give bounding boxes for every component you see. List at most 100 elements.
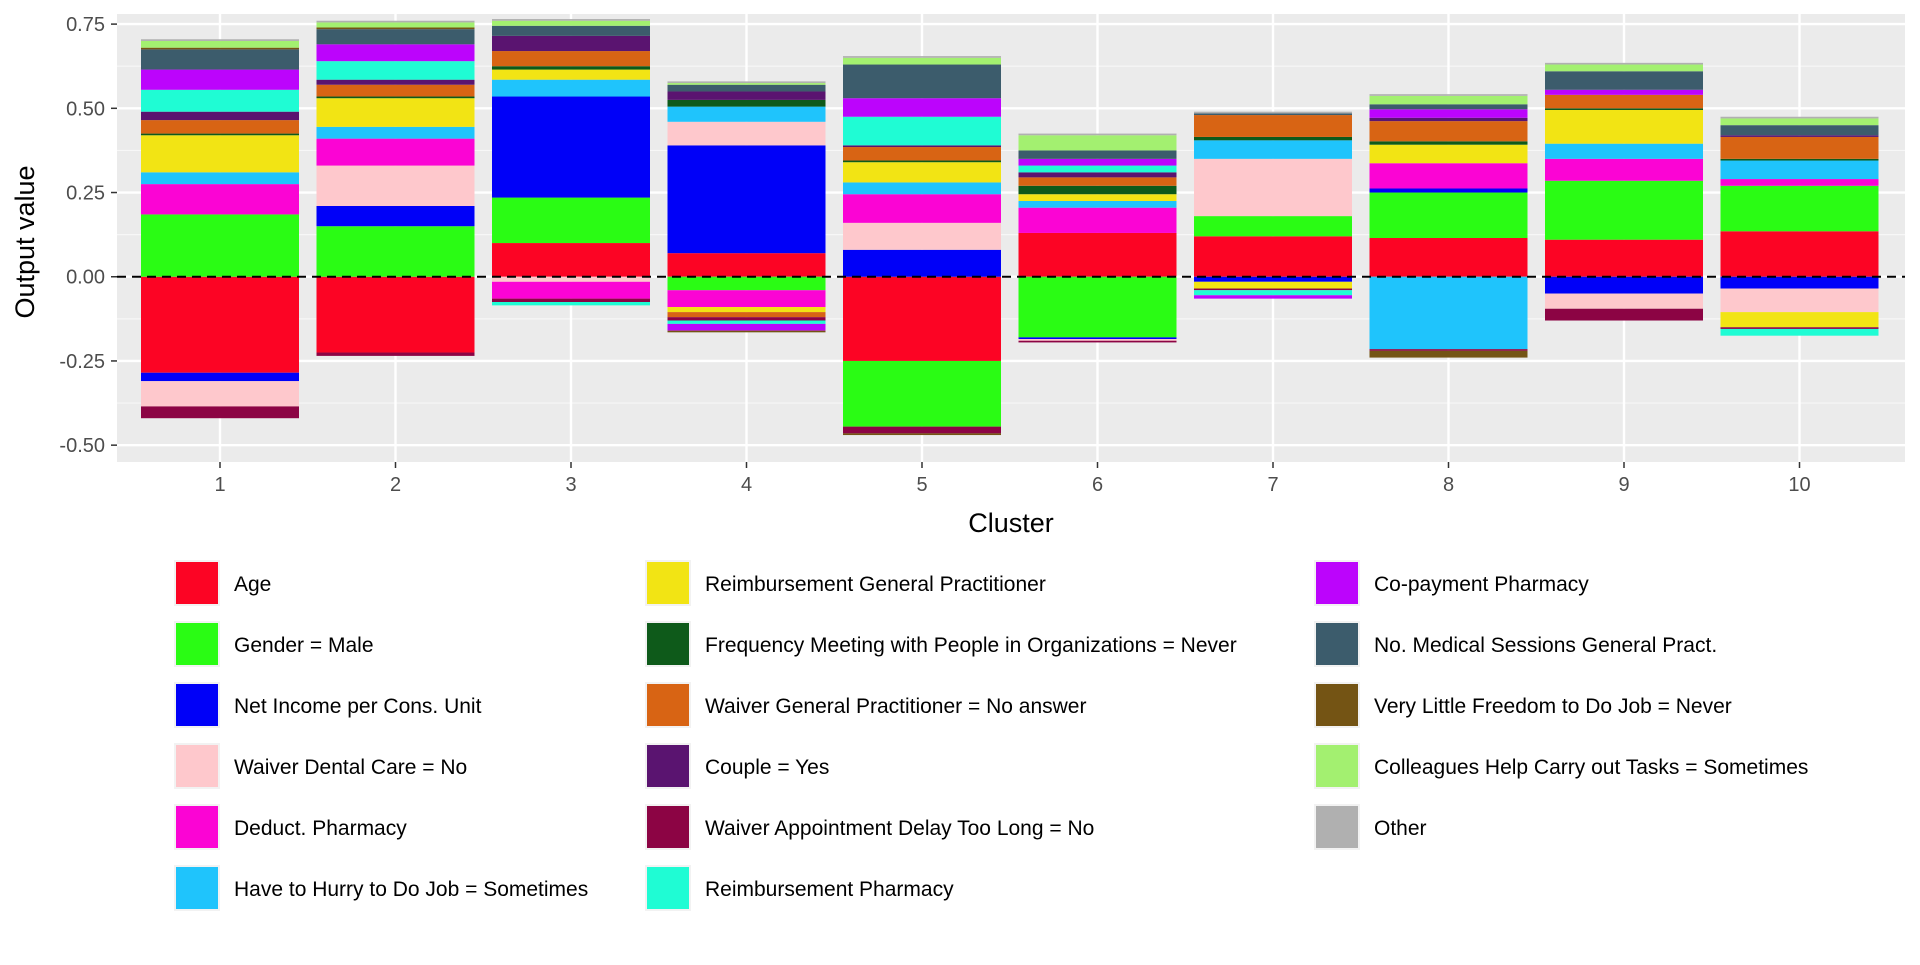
bar-segment bbox=[316, 29, 475, 45]
bar-segment bbox=[843, 360, 1001, 427]
bar-segment bbox=[1018, 337, 1177, 340]
bar-segment bbox=[141, 372, 299, 382]
bar-segment bbox=[1194, 236, 1352, 277]
bar-segment bbox=[141, 214, 299, 277]
bar-segment bbox=[667, 317, 826, 321]
bar-segment bbox=[1720, 276, 1879, 289]
bar-segment bbox=[1194, 290, 1352, 296]
legend-key-swatch bbox=[1316, 623, 1358, 665]
legend-label: Frequency Meeting with People in Organiz… bbox=[705, 634, 1237, 657]
bar-segment bbox=[1018, 172, 1177, 178]
bar-segment bbox=[492, 35, 650, 52]
bar-segment bbox=[316, 61, 475, 80]
bar-segment bbox=[316, 352, 475, 356]
bar-segment bbox=[1545, 64, 1703, 72]
bar-segment bbox=[1720, 136, 1879, 159]
bar-segment bbox=[843, 194, 1001, 223]
bar-segment bbox=[1720, 160, 1879, 180]
bar-segment bbox=[1545, 71, 1703, 90]
bar-segment bbox=[1018, 276, 1177, 338]
bar-segment bbox=[667, 320, 826, 324]
bar-segment bbox=[1018, 185, 1177, 195]
legend-key-swatch bbox=[176, 806, 218, 848]
bar-segment bbox=[316, 138, 475, 166]
legend-label: Have to Hurry to Do Job = Sometimes bbox=[234, 878, 588, 901]
bar-segment bbox=[1194, 111, 1352, 114]
bar-segment bbox=[1018, 177, 1177, 186]
bar-segment bbox=[1720, 327, 1879, 329]
bar-segment bbox=[843, 56, 1001, 58]
legend-key-swatch bbox=[647, 684, 689, 726]
legend-key-swatch bbox=[176, 745, 218, 787]
bar-segment bbox=[843, 98, 1001, 117]
y-tick-label: 0.50 bbox=[66, 98, 105, 120]
bar-segment bbox=[1018, 200, 1177, 208]
legend-key-swatch bbox=[1316, 745, 1358, 787]
legend-label: Waiver Appointment Delay Too Long = No bbox=[705, 817, 1094, 840]
bar-segment bbox=[667, 253, 826, 277]
bar-segment bbox=[1720, 179, 1879, 186]
bar-segment bbox=[1369, 94, 1528, 96]
bar-segment bbox=[1720, 231, 1879, 277]
bar-segment bbox=[492, 51, 650, 67]
bar-segment bbox=[492, 302, 650, 306]
bar-segment bbox=[1545, 158, 1703, 181]
legend-label: Waiver Dental Care = No bbox=[234, 756, 467, 779]
bar-segment bbox=[141, 39, 299, 41]
bar-segment bbox=[843, 57, 1001, 65]
bar-segment bbox=[141, 184, 299, 215]
y-tick-label: -0.50 bbox=[59, 435, 105, 457]
bars bbox=[141, 19, 1879, 436]
legend-label: Deduct. Pharmacy bbox=[234, 817, 407, 840]
bar-segment bbox=[1369, 188, 1528, 193]
bar-segment bbox=[1194, 158, 1352, 217]
legend-key-swatch bbox=[176, 562, 218, 604]
bar-segment bbox=[1018, 135, 1177, 151]
bar-segment bbox=[1369, 95, 1528, 105]
legend-label: Age bbox=[234, 573, 271, 596]
bar-segment bbox=[492, 197, 650, 244]
legend-key-swatch bbox=[647, 745, 689, 787]
y-axis-ticks: -0.50 -0.25 0.00 0.25 0.50 0.75 bbox=[59, 14, 117, 457]
x-axis-ticks: 1 2 3 4 5 6 7 8 9 10 bbox=[214, 462, 1811, 496]
bar-segment bbox=[1018, 339, 1177, 341]
bar-segment bbox=[1194, 281, 1352, 289]
bar-segment bbox=[1194, 140, 1352, 159]
bar-segment bbox=[667, 312, 826, 318]
bar-segment bbox=[1720, 185, 1879, 232]
bar-segment bbox=[316, 206, 475, 227]
bar-segment bbox=[843, 160, 1001, 163]
bar-segment bbox=[316, 84, 475, 97]
bar-segment bbox=[316, 276, 475, 353]
bar-segment bbox=[1194, 295, 1352, 299]
bar-segment bbox=[1720, 135, 1879, 137]
bar-segment bbox=[1720, 328, 1879, 336]
bar-segment bbox=[492, 25, 650, 36]
bar-segment bbox=[1194, 276, 1352, 282]
bar-segment bbox=[492, 298, 650, 302]
bar-segment bbox=[316, 79, 475, 85]
bar-segment bbox=[492, 20, 650, 26]
bar-segment bbox=[1369, 192, 1528, 238]
bar-segment bbox=[667, 81, 826, 84]
x-tick-label: 3 bbox=[565, 474, 576, 496]
bar-segment bbox=[141, 49, 299, 70]
legend-label: Other bbox=[1374, 817, 1427, 840]
bar-segment bbox=[141, 120, 299, 134]
bar-segment bbox=[492, 281, 650, 299]
bar-segment bbox=[316, 98, 475, 127]
y-tick-label: 0.25 bbox=[66, 183, 105, 205]
bar-segment bbox=[492, 79, 650, 97]
x-tick-label: 7 bbox=[1267, 474, 1278, 496]
bar-segment bbox=[1545, 89, 1703, 95]
legend-label: Reimbursement Pharmacy bbox=[705, 878, 954, 901]
bar-segment bbox=[667, 290, 826, 308]
bar-segment bbox=[1018, 150, 1177, 159]
bar-segment bbox=[141, 135, 299, 173]
y-tick-label: -0.25 bbox=[59, 351, 105, 373]
bar-segment bbox=[1018, 133, 1177, 136]
legend-label: No. Medical Sessions General Pract. bbox=[1374, 634, 1717, 657]
legend-label: Gender = Male bbox=[234, 634, 374, 657]
legend-key-swatch bbox=[176, 623, 218, 665]
bar-segment bbox=[1369, 144, 1528, 164]
